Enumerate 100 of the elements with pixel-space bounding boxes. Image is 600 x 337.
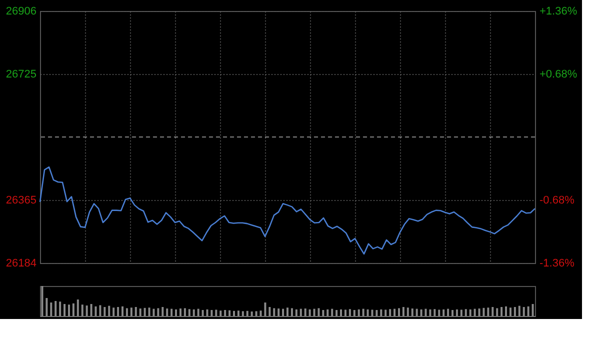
bar xyxy=(442,309,445,316)
bar xyxy=(179,308,182,316)
bar xyxy=(192,309,195,316)
bar xyxy=(54,301,57,316)
bar xyxy=(358,309,360,316)
bar xyxy=(250,312,253,316)
bar xyxy=(144,308,146,316)
bar xyxy=(188,309,190,316)
y2-tick-label: -1.36% xyxy=(540,258,575,270)
bar xyxy=(197,308,200,316)
bar xyxy=(340,309,342,316)
bar xyxy=(353,310,356,316)
bar xyxy=(108,306,110,316)
bar xyxy=(94,306,97,316)
y2-tick-label: -0.68% xyxy=(540,194,575,206)
bar xyxy=(130,308,132,316)
bar xyxy=(434,309,436,316)
bar xyxy=(518,306,520,316)
bar xyxy=(175,309,178,316)
bar xyxy=(134,307,137,316)
bar xyxy=(104,307,106,316)
bar xyxy=(68,304,70,316)
bar xyxy=(362,308,364,316)
bar xyxy=(64,304,66,316)
bar xyxy=(162,307,164,316)
bar xyxy=(237,310,240,316)
bar xyxy=(242,311,244,316)
bar xyxy=(464,309,467,316)
bar xyxy=(514,307,516,316)
bar xyxy=(460,310,462,316)
bar xyxy=(260,310,262,316)
bar xyxy=(474,308,476,316)
bar xyxy=(210,310,213,316)
bar xyxy=(220,310,222,316)
bar xyxy=(295,309,298,316)
bar xyxy=(255,311,258,316)
bar xyxy=(492,307,494,316)
bar xyxy=(509,308,512,316)
bar xyxy=(90,304,92,316)
bar xyxy=(482,308,485,316)
y2-tick-label: +1.36% xyxy=(540,6,578,18)
bar xyxy=(139,308,142,316)
bar xyxy=(112,308,115,316)
bar xyxy=(456,309,458,316)
bar xyxy=(469,309,472,316)
bar xyxy=(286,308,288,316)
bar xyxy=(206,309,208,316)
bar xyxy=(50,302,52,316)
bar xyxy=(99,305,102,316)
bar xyxy=(264,302,266,316)
bar xyxy=(447,308,450,316)
bar xyxy=(429,309,432,316)
bar xyxy=(170,308,173,316)
bar xyxy=(202,310,204,316)
y-tick-label: 26725 xyxy=(6,68,36,81)
bar xyxy=(478,308,480,316)
y-tick-label: 26906 xyxy=(6,6,36,18)
bar xyxy=(487,308,490,316)
bar xyxy=(384,310,387,316)
bar xyxy=(420,309,422,316)
bar xyxy=(41,286,44,316)
bar xyxy=(86,306,88,316)
bar xyxy=(438,310,440,316)
bar xyxy=(81,304,84,316)
bar xyxy=(411,308,414,316)
bar xyxy=(304,308,306,316)
bar xyxy=(313,308,316,316)
y-tick-label: 26365 xyxy=(6,194,36,206)
bar xyxy=(505,306,508,316)
bar xyxy=(406,308,409,316)
y2-tick-label: +0.68% xyxy=(540,68,578,80)
bar xyxy=(184,308,186,316)
bar xyxy=(527,306,530,316)
bar xyxy=(228,310,231,316)
line-series xyxy=(39,166,536,255)
bar xyxy=(496,308,498,316)
bar xyxy=(224,310,226,316)
bar xyxy=(72,303,74,316)
y-tick-label: 26184 xyxy=(6,258,36,270)
bar xyxy=(371,310,374,316)
bar xyxy=(273,308,276,316)
bar xyxy=(366,309,369,316)
bar xyxy=(268,307,271,316)
bar xyxy=(322,310,324,316)
bar xyxy=(117,307,120,316)
bar xyxy=(402,307,404,316)
bar xyxy=(59,302,62,316)
bar xyxy=(308,309,311,316)
bar xyxy=(376,310,378,316)
bar xyxy=(416,308,418,316)
bar xyxy=(157,308,160,316)
bar xyxy=(394,308,396,316)
bar xyxy=(215,310,218,316)
bar xyxy=(122,306,124,316)
bar xyxy=(344,310,346,316)
bar xyxy=(148,308,150,316)
bar xyxy=(331,308,334,316)
bar xyxy=(232,310,235,316)
bar xyxy=(336,310,338,316)
bar xyxy=(152,308,155,316)
